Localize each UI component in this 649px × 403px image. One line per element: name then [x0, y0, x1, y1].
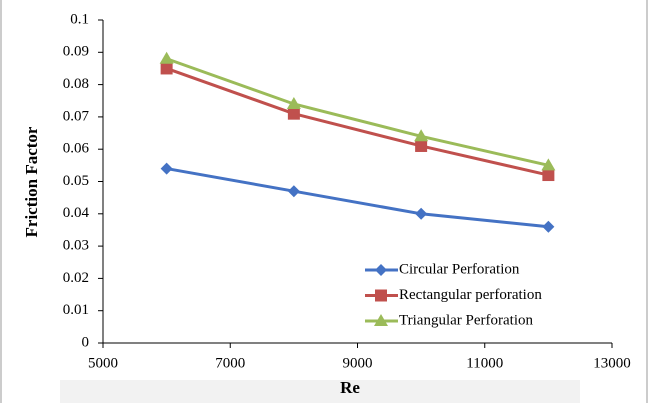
y-tick-label: 0.06 [63, 141, 90, 157]
y-tick-label: 0.02 [63, 270, 89, 286]
legend-label: Circular Perforation [399, 261, 520, 277]
marker [160, 62, 173, 75]
marker [160, 162, 173, 175]
legend-label: Rectangular perforation [399, 287, 542, 303]
legend-label: Triangular Perforation [399, 312, 534, 328]
y-tick-label: 0 [82, 334, 90, 350]
series-line [166, 67, 549, 177]
marker [415, 139, 428, 152]
marker [375, 264, 387, 276]
x-axis-label: Re [340, 378, 360, 397]
marker [375, 289, 387, 302]
x-tick-label: 13000 [593, 355, 631, 371]
series-line [166, 57, 549, 167]
y-tick-label: 0.08 [63, 76, 89, 92]
y-tick-label: 0.05 [63, 173, 89, 189]
x-tick-label: 7000 [215, 355, 245, 371]
y-tick-label: 0.03 [63, 238, 89, 254]
x-tick-label: 9000 [343, 355, 373, 371]
y-tick-label: 0.04 [63, 205, 90, 221]
y-tick-label: 0.01 [63, 302, 89, 318]
marker [541, 158, 556, 171]
marker [542, 220, 555, 233]
marker [415, 207, 428, 220]
x-tick-label: 5000 [88, 355, 118, 371]
series-line [166, 167, 549, 229]
x-tick-label: 11000 [466, 355, 503, 371]
marker [414, 129, 429, 142]
marker [374, 314, 388, 326]
y-axis-label: Friction Factor [22, 126, 41, 237]
marker [287, 185, 300, 198]
y-tick-label: 0.09 [63, 44, 89, 60]
marker [286, 96, 301, 109]
marker [542, 169, 555, 182]
marker [159, 51, 174, 64]
y-tick-label: 0.1 [70, 11, 89, 27]
marker [287, 107, 300, 120]
y-tick-label: 0.07 [63, 108, 90, 124]
decor-band [60, 380, 580, 403]
